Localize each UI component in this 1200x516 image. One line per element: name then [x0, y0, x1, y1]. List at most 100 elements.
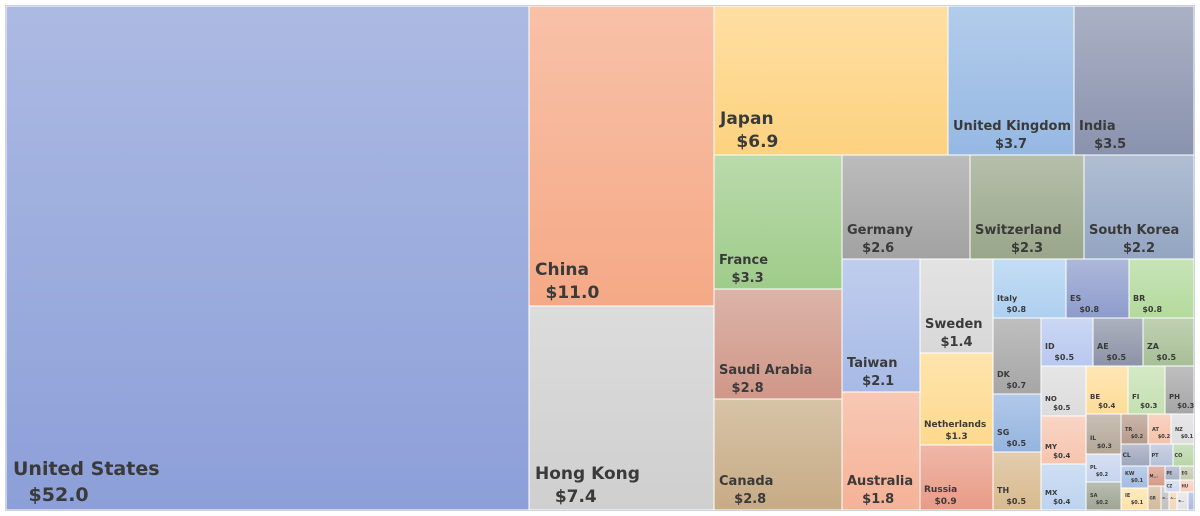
tile-rect — [713, 288, 843, 400]
tile-label: AT — [1152, 427, 1159, 433]
tile-rect — [992, 258, 1067, 319]
tile-rect — [713, 154, 843, 290]
tile-value: $0.3 — [1140, 402, 1157, 410]
tile-value: $6.9 — [736, 132, 778, 152]
tile-value: $1.4 — [940, 335, 972, 350]
tile-label: CO — [1175, 453, 1183, 459]
tile-label: A... — [1171, 496, 1177, 500]
tile-mx: MX$0.4 — [1040, 463, 1087, 511]
tile-label: NZ — [1175, 427, 1183, 433]
tile-india: India $3.5 — [1073, 5, 1195, 156]
tile-ae: AE $0.5 — [1092, 317, 1144, 367]
tile-rect — [1187, 491, 1195, 511]
tile-at: AT$0.2 — [1147, 413, 1172, 445]
tile-label: MY — [1045, 443, 1058, 451]
tile-label: IL — [1090, 435, 1096, 442]
tile-rect — [1142, 317, 1195, 367]
tile-br: BR $0.8 — [1128, 258, 1195, 319]
tile-value: $2.2 — [1123, 241, 1155, 256]
tile-label: Canada — [719, 474, 773, 489]
tile-rect — [919, 444, 994, 511]
tile-label: Saudi Arabia — [719, 363, 812, 378]
tile-label: Italy — [997, 294, 1018, 303]
tile-nz: NZ$0.1 — [1170, 413, 1195, 445]
tile-value: $0.2 — [1096, 500, 1109, 506]
tile-label: BE — [1090, 393, 1100, 401]
tile-rect — [992, 451, 1042, 511]
tile-value: $3.3 — [732, 271, 764, 286]
tile-label: CZ — [1167, 483, 1173, 488]
tile-australia: Australia $1.8 — [841, 391, 921, 511]
tile-fi: FI$0.3 — [1127, 365, 1166, 415]
tile-th: TH $0.5 — [992, 451, 1042, 511]
tile-rect — [1040, 415, 1087, 465]
tile-value: $2.3 — [1011, 241, 1043, 256]
tile-ie: IE$0.1 — [1120, 487, 1149, 511]
tile-label: Germany — [847, 223, 913, 238]
tile-rect — [528, 305, 715, 511]
tile-value: $0.9 — [934, 497, 956, 507]
tile-value: $3.5 — [1094, 137, 1126, 152]
tile-rect — [992, 393, 1042, 453]
tile-rect — [1085, 413, 1122, 455]
tile-be: BE$0.4 — [1085, 365, 1129, 415]
tile-value: $1.3 — [945, 432, 967, 442]
tile-za: ZA $0.5 — [1142, 317, 1195, 367]
tile-label: India — [1079, 119, 1116, 134]
tile-label: AE — [1097, 342, 1109, 351]
tile-ph: PH$0.3 — [1164, 365, 1195, 415]
tile-rect — [919, 352, 994, 446]
tile-value: $0.4 — [1098, 402, 1115, 410]
tile-value: $0.2 — [1158, 434, 1171, 440]
tile-kw: KW$0.1 — [1120, 465, 1149, 489]
tile-value: $0.8 — [1142, 305, 1162, 314]
tile-rect — [841, 154, 971, 260]
tile-rect — [841, 258, 921, 393]
tile-value: $0.1 — [1181, 434, 1194, 440]
tile-label: CL — [1123, 452, 1131, 459]
tile-rect — [1092, 317, 1144, 367]
tile-label: Australia — [847, 474, 913, 489]
tile-label: ES — [1070, 294, 1081, 303]
tile-rect — [919, 258, 994, 354]
tile-label: PH — [1169, 393, 1180, 401]
tile-id: ID $0.5 — [1040, 317, 1094, 367]
tile-label: KW — [1125, 471, 1135, 477]
tile-value: $2.8 — [734, 492, 766, 507]
tile-il: IL$0.3 — [1085, 413, 1122, 455]
tile-germany: Germany $2.6 — [841, 154, 971, 260]
tile-rect — [947, 5, 1075, 156]
tile-south-korea: South Korea $2.2 — [1083, 154, 1195, 260]
tile-b: B... — [1176, 491, 1189, 511]
tile-label: SG — [997, 428, 1009, 437]
tile-label: PE — [1167, 470, 1173, 475]
tile-sweden: Sweden $1.4 — [919, 258, 994, 354]
tile-value: $7.4 — [555, 487, 597, 507]
tile-label: GR — [1150, 495, 1156, 500]
tile-co: CO — [1172, 443, 1195, 467]
tile-cl: CL — [1120, 443, 1151, 467]
tile-label: B... — [1179, 499, 1185, 503]
tile-label: M... — [1150, 473, 1159, 478]
tile-value: $0.5 — [1054, 353, 1074, 362]
tile-label: FI — [1132, 393, 1139, 401]
tile-label: China — [535, 260, 589, 280]
tile-japan: Japan $6.9 — [713, 5, 949, 156]
tile-label: TH — [997, 486, 1009, 495]
tile-rect — [1085, 453, 1122, 483]
tile-label: IE — [1125, 493, 1131, 499]
tile-value: $2.8 — [732, 381, 764, 396]
tile-value: $0.3 — [1177, 402, 1194, 410]
tile-label: Switzerland — [975, 223, 1062, 238]
tile-value: $0.5 — [1156, 353, 1176, 362]
tile-label: Netherlands — [924, 420, 986, 430]
tile-label: P... — [1163, 496, 1168, 500]
tile-label: United Kingdom — [953, 119, 1071, 134]
tile-hu: HU — [1179, 479, 1195, 493]
tile-label: Sweden — [925, 317, 983, 332]
tile-dk: DK $0.7 — [992, 317, 1042, 395]
tile-value: $0.8 — [1006, 305, 1026, 314]
tile-no: NO$0.5 — [1040, 365, 1087, 417]
tile-label: Taiwan — [847, 356, 897, 371]
tile-label: PT — [1152, 453, 1160, 459]
